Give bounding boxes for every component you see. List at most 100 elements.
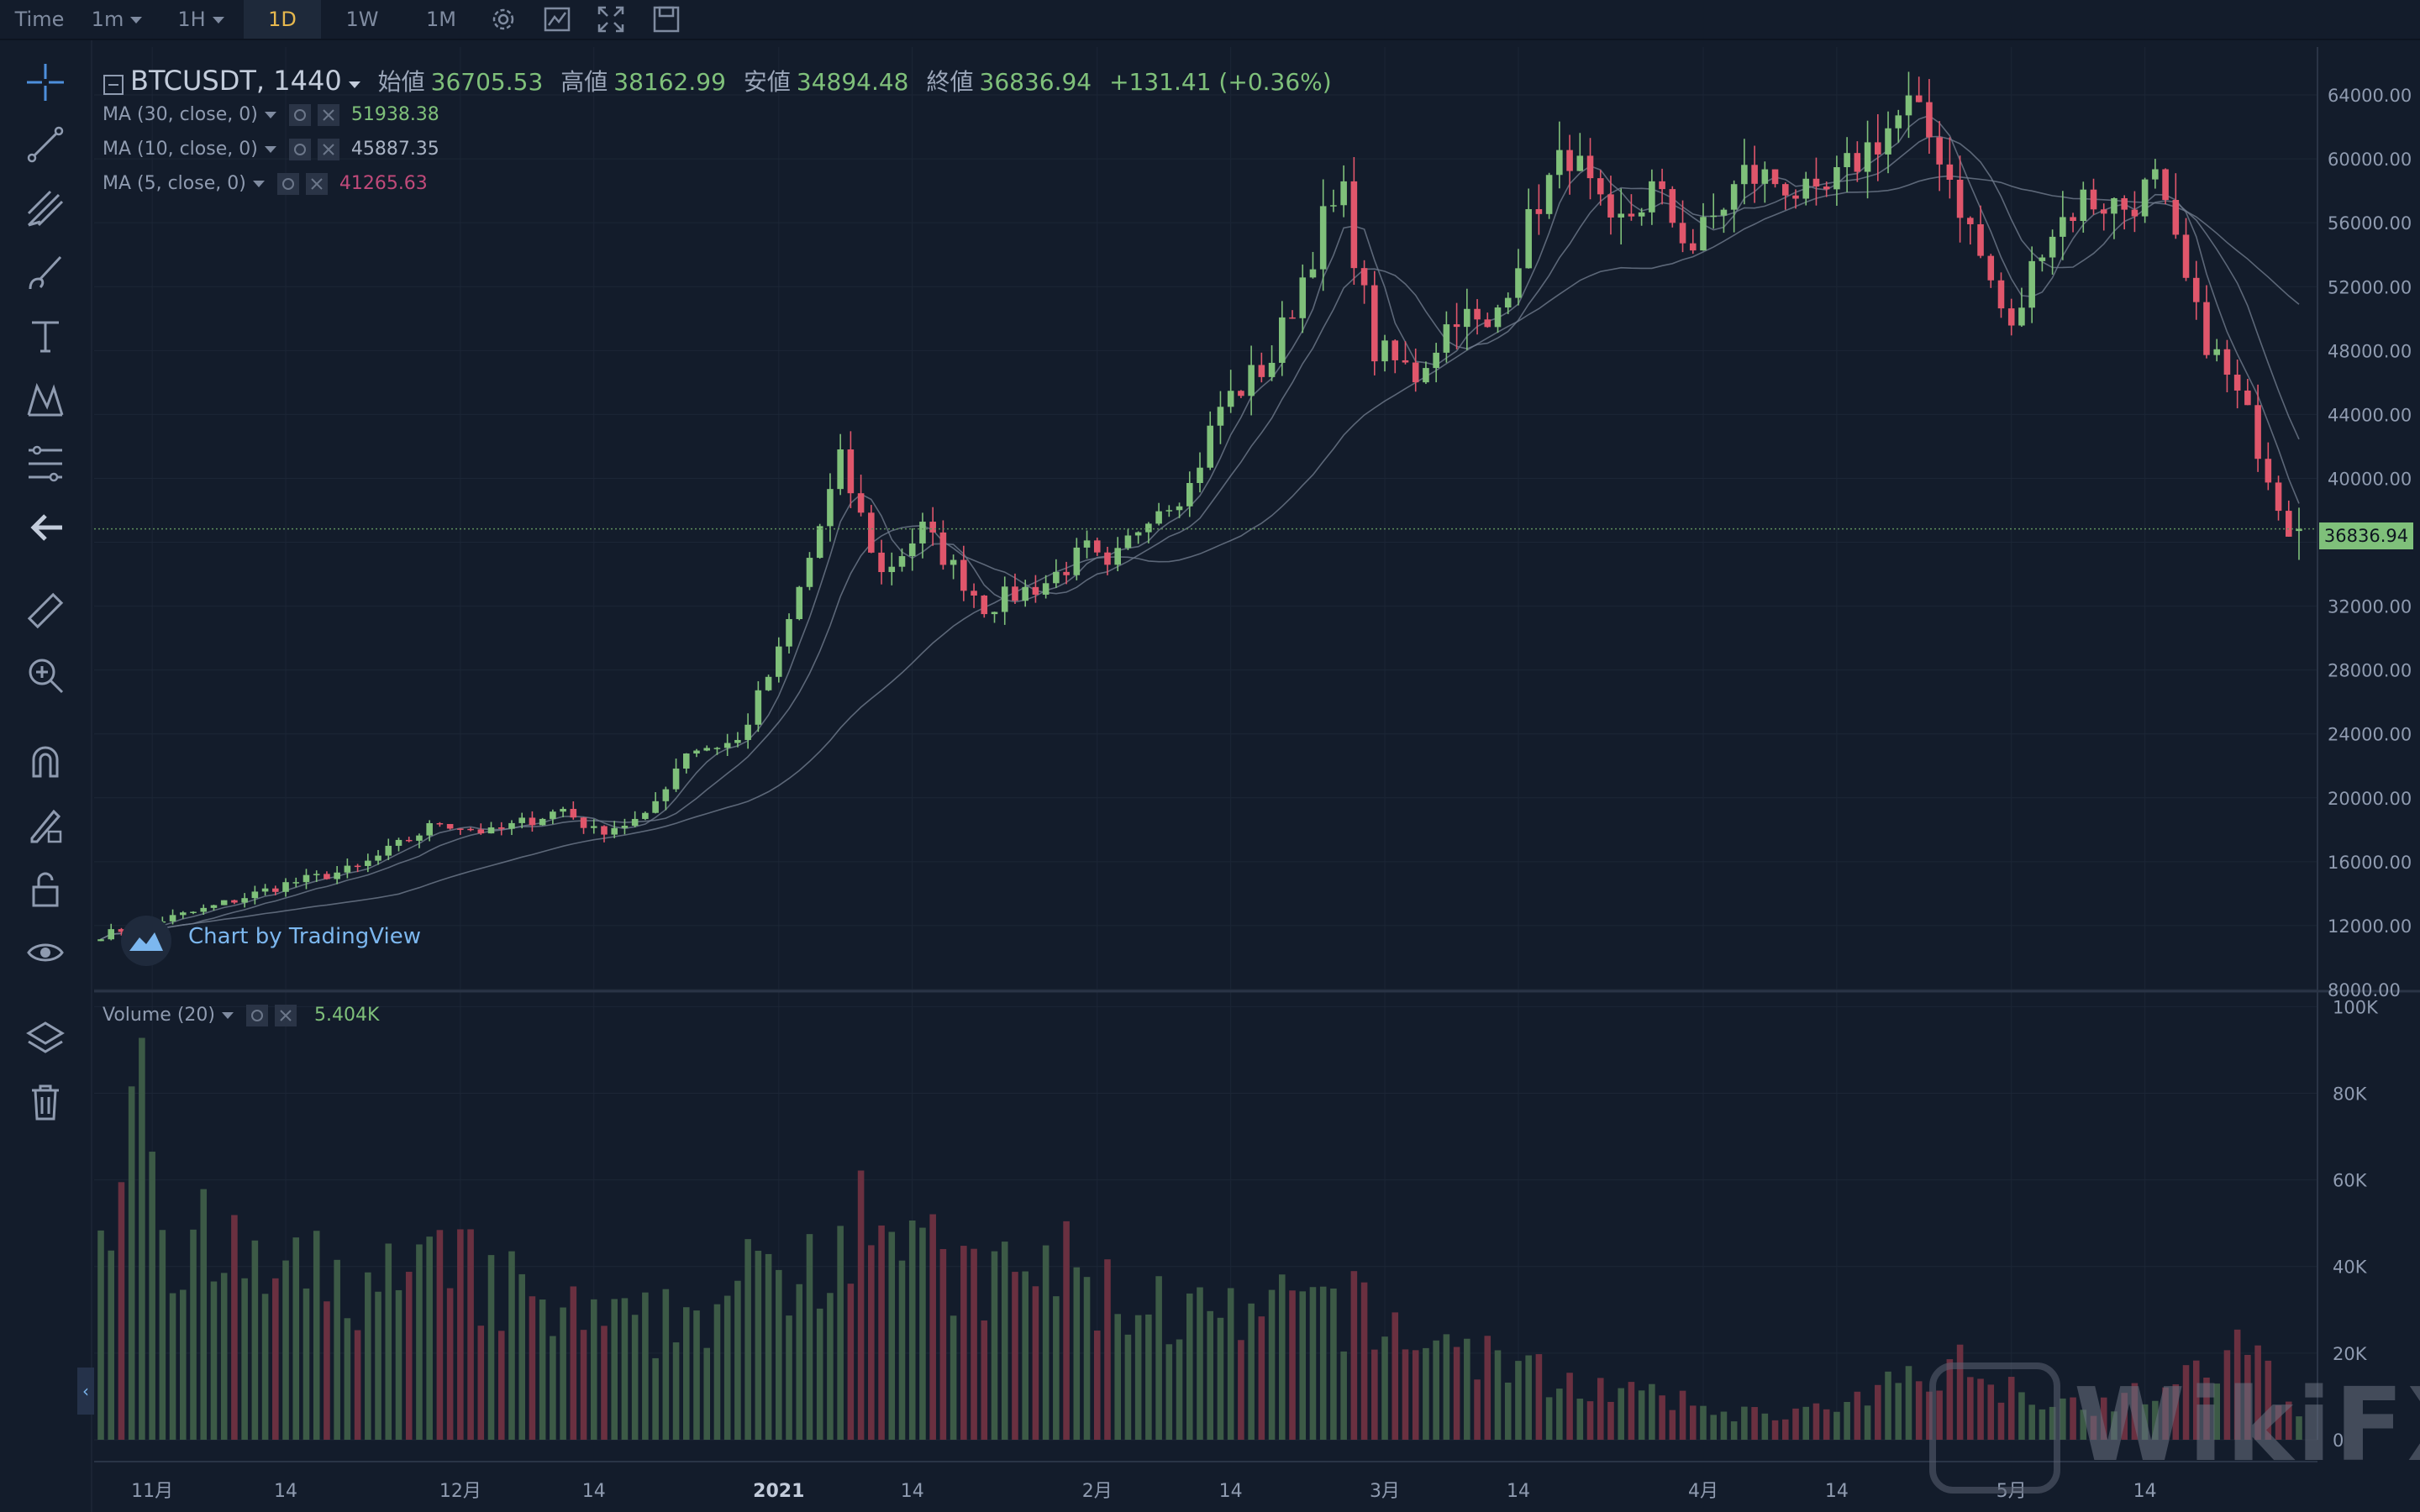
fullscreen-icon[interactable] bbox=[597, 5, 625, 34]
ma10-settings-button[interactable] bbox=[288, 139, 311, 160]
volume-label[interactable]: Volume (20) bbox=[103, 1005, 215, 1026]
interval-1w-button[interactable]: 1W bbox=[345, 8, 379, 31]
ma10-label[interactable]: MA (10, close, 0) bbox=[103, 139, 258, 160]
fib-icon[interactable] bbox=[25, 444, 66, 484]
layers-icon[interactable] bbox=[25, 1018, 66, 1058]
pattern-icon[interactable] bbox=[25, 380, 66, 420]
collapse-legend-icon[interactable] bbox=[103, 74, 124, 96]
candle-body bbox=[251, 891, 259, 899]
candle-body bbox=[385, 845, 392, 856]
ma5-remove-button[interactable] bbox=[305, 173, 328, 195]
candle-body bbox=[1566, 150, 1573, 171]
candle-body bbox=[1710, 215, 1718, 218]
candle-body bbox=[1977, 223, 1984, 256]
candle-body bbox=[1464, 308, 1470, 328]
candle-body bbox=[272, 888, 279, 892]
interval-1h-button[interactable]: 1H bbox=[168, 0, 234, 39]
volume-bar bbox=[128, 1086, 135, 1440]
volume-bar bbox=[1350, 1271, 1358, 1440]
candle-body bbox=[621, 826, 629, 828]
ma30-label[interactable]: MA (30, close, 0) bbox=[103, 104, 258, 125]
top-toolbar: Time 1m 1H 1D 1W 1M bbox=[0, 0, 2420, 40]
symbol-label[interactable]: BTCUSDT, 1440 bbox=[130, 65, 342, 97]
back-arrow-icon[interactable] bbox=[25, 507, 66, 548]
candle-body bbox=[1227, 391, 1234, 407]
candle-body bbox=[1330, 205, 1337, 207]
candle-body bbox=[1895, 115, 1902, 129]
time-button[interactable]: Time bbox=[14, 8, 65, 31]
text-icon[interactable] bbox=[25, 316, 66, 356]
volume-bar bbox=[1165, 1344, 1173, 1440]
ruler-icon[interactable] bbox=[25, 591, 66, 632]
volume-bar bbox=[1607, 1401, 1614, 1440]
tradingview-watermark[interactable]: Chart by TradingView bbox=[188, 924, 421, 949]
trash-icon[interactable] bbox=[25, 1082, 66, 1122]
eye-icon[interactable] bbox=[25, 932, 66, 973]
candle-body bbox=[97, 939, 104, 942]
candle-body bbox=[939, 532, 947, 565]
interval-1d-button[interactable]: 1D bbox=[244, 0, 321, 39]
lock-drawing-icon[interactable] bbox=[25, 805, 66, 845]
candle-body bbox=[313, 874, 320, 875]
volume-bar bbox=[467, 1229, 474, 1440]
candle-body bbox=[786, 619, 792, 647]
volume-bar bbox=[272, 1278, 279, 1440]
candle-body bbox=[446, 823, 454, 829]
volume-bar bbox=[1669, 1410, 1676, 1440]
volume-bar bbox=[2203, 1377, 2210, 1440]
candle-body bbox=[241, 898, 248, 903]
ma5-value: 41265.63 bbox=[339, 173, 428, 194]
candle-body bbox=[2121, 197, 2128, 210]
collapse-sidebar-button[interactable]: ‹ bbox=[77, 1368, 94, 1415]
volume-settings-button[interactable] bbox=[245, 1005, 268, 1026]
time-tick-label: 14 bbox=[582, 1481, 606, 1502]
volume-remove-button[interactable] bbox=[274, 1005, 297, 1026]
indicators-icon[interactable] bbox=[543, 5, 571, 34]
unlock-icon[interactable] bbox=[25, 869, 66, 909]
volume-bar bbox=[180, 1289, 187, 1440]
candle-body bbox=[467, 828, 474, 831]
volume-tick-label: 0 bbox=[2333, 1431, 2344, 1451]
candle-body bbox=[1946, 164, 1954, 180]
volume-bar bbox=[385, 1243, 392, 1440]
settings-icon[interactable] bbox=[489, 5, 518, 34]
trend-line-icon[interactable] bbox=[25, 124, 66, 165]
volume-bar bbox=[611, 1299, 618, 1440]
ma30-remove-button[interactable] bbox=[317, 104, 339, 126]
candle-body bbox=[765, 676, 772, 690]
volume-bar bbox=[1217, 1317, 1224, 1440]
volume-bar bbox=[2007, 1377, 2015, 1440]
volume-bar bbox=[477, 1326, 485, 1440]
interval-1m-button[interactable]: 1m bbox=[84, 0, 150, 39]
volume-bar bbox=[529, 1296, 536, 1440]
volume-bar bbox=[1823, 1409, 1830, 1440]
save-icon[interactable] bbox=[652, 5, 681, 34]
volume-bar bbox=[354, 1330, 361, 1440]
ma5-settings-button[interactable] bbox=[276, 173, 299, 195]
candle-body bbox=[1402, 360, 1409, 363]
candle-body bbox=[1248, 365, 1255, 396]
ma30-settings-button[interactable] bbox=[288, 104, 311, 126]
candle-body bbox=[1844, 153, 1850, 168]
crosshair-icon[interactable] bbox=[25, 62, 66, 102]
volume-bar bbox=[755, 1251, 762, 1440]
ma10-remove-button[interactable] bbox=[317, 139, 339, 160]
interval-1month-button[interactable]: 1M bbox=[426, 8, 456, 31]
volume-bar bbox=[1586, 1401, 1594, 1440]
magnet-icon[interactable] bbox=[25, 741, 66, 781]
candle-body bbox=[1197, 467, 1203, 484]
volume-bar bbox=[1494, 1350, 1502, 1440]
volume-bar bbox=[487, 1255, 495, 1440]
volume-value: 5.404K bbox=[313, 1005, 380, 1026]
volume-bar bbox=[1895, 1383, 1902, 1440]
ma5-label[interactable]: MA (5, close, 0) bbox=[103, 173, 246, 194]
volume-bar bbox=[508, 1251, 515, 1440]
pitchfork-icon[interactable] bbox=[25, 188, 66, 228]
zoom-in-icon[interactable] bbox=[25, 655, 66, 696]
time-tick-label: 14 bbox=[1825, 1481, 1849, 1502]
low-label: 安値 bbox=[743, 68, 791, 96]
brush-icon[interactable] bbox=[25, 252, 66, 292]
candle-body bbox=[2203, 302, 2210, 355]
time-tick-label: 14 bbox=[2133, 1481, 2157, 1502]
